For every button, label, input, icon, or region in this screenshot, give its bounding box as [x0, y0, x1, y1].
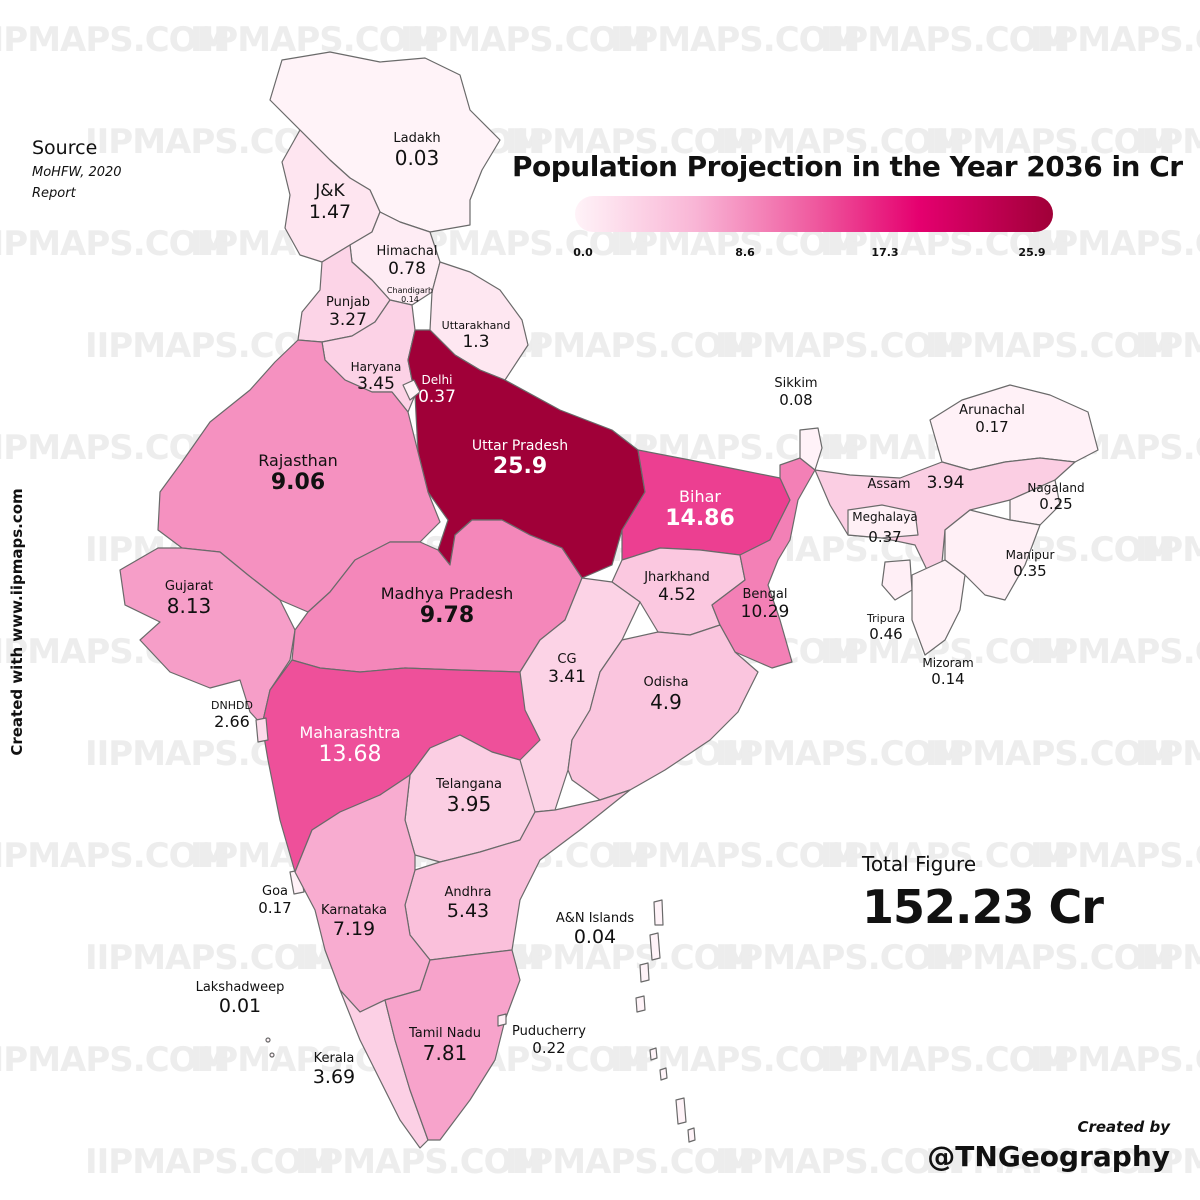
label-delhi: Delhi 0.37 [418, 373, 456, 407]
state-karnataka[interactable] [294, 774, 431, 1013]
label-haryana: Haryana 3.45 [350, 360, 402, 394]
map-title: Population Projection in the Year 2036 i… [512, 150, 1183, 183]
label-rajasthan: Rajasthan 9.06 [258, 451, 338, 496]
label-sikkim: Sikkim 0.08 [774, 376, 818, 409]
state-bengal[interactable] [711, 457, 816, 669]
label-puducherry: Puducherry 0.22 [512, 1024, 586, 1057]
source-line2: Report [32, 186, 76, 201]
label-manipur: Manipur 0.35 [1005, 548, 1055, 580]
label-an-islands: A&N Islands 0.04 [555, 911, 635, 948]
state-mizoram[interactable] [911, 559, 966, 656]
label-lakshadweep: Lakshadweep 0.01 [195, 980, 285, 1017]
label-telangana: Telangana 3.95 [436, 777, 502, 816]
label-uttarakhand: Uttarakhand 1.3 [441, 319, 511, 352]
label-tamil-nadu: Tamil Nadu 7.81 [409, 1026, 481, 1065]
label-dnhdd: DNHDD 2.66 [211, 699, 253, 731]
legend-tick: 25.9 [1018, 246, 1046, 259]
label-madhya-pradesh: Madhya Pradesh 9.78 [380, 584, 514, 629]
label-cg: CG 3.41 [548, 652, 586, 687]
label-meghalaya: Meghalaya 0.37 [852, 510, 918, 546]
credit-handle[interactable]: @TNGeography [927, 1140, 1170, 1173]
label-kerala: Kerala 3.69 [312, 1051, 356, 1088]
label-bihar: Bihar 14.86 [665, 487, 735, 532]
label-bengal: Bengal 10.29 [740, 587, 790, 622]
label-karnataka: Karnataka 7.19 [321, 903, 387, 940]
legend-tick: 17.3 [871, 246, 899, 259]
state-sikkim[interactable] [799, 427, 823, 471]
label-gujarat: Gujarat 8.13 [164, 579, 214, 618]
label-goa: Goa 0.17 [258, 884, 292, 917]
label-jharkhand: Jharkhand 4.52 [644, 570, 710, 605]
label-andhra: Andhra 5.43 [444, 885, 492, 922]
state-delhi[interactable] [402, 379, 421, 401]
label-uttar-pradesh: Uttar Pradesh 25.9 [471, 438, 569, 480]
state-puducherry[interactable] [497, 1013, 507, 1027]
state-lakshadweep[interactable] [265, 1037, 275, 1058]
state-tripura[interactable] [881, 559, 913, 601]
source-line1: MoHFW, 2020 [32, 165, 122, 180]
state-dnhdd[interactable] [255, 717, 269, 743]
label-himachal: Himachal 0.78 [376, 244, 438, 279]
total-value: 152.23 Cr [862, 880, 1104, 934]
label-maharashtra: Maharashtra 13.68 [299, 723, 401, 768]
source-heading: Source [32, 137, 98, 159]
state-odisha[interactable] [567, 624, 759, 801]
legend-gradient-bar [575, 196, 1053, 232]
label-punjab: Punjab 3.27 [326, 295, 370, 330]
state-tamil-nadu[interactable] [384, 949, 521, 1141]
state-an-islands[interactable] [635, 899, 696, 1143]
label-jk: J&K 1.47 [308, 181, 352, 223]
label-odisha: Odisha 4.9 [643, 675, 689, 714]
label-nagaland: Nagaland 0.25 [1027, 481, 1085, 513]
credit-line1: Created by [1077, 1118, 1170, 1136]
label-chandigarh: Chandigarh 0.14 [386, 286, 434, 305]
label-tripura: Tripura 0.46 [867, 612, 905, 643]
state-nagaland[interactable] [1009, 479, 1061, 526]
vertical-credit: Created with www.iipmaps.com [8, 488, 26, 756]
total-block: Total Figure 152.23 Cr [862, 852, 1104, 934]
legend-tick: 0.0 [573, 246, 593, 259]
legend-tick: 8.6 [735, 246, 755, 259]
label-assam: Assam 3.94 [867, 473, 965, 493]
source-block: Source MoHFW, 2020 Report [32, 137, 122, 201]
label-mizoram: Mizoram 0.14 [922, 656, 974, 688]
total-label: Total Figure [862, 852, 977, 876]
state-manipur[interactable] [944, 509, 1041, 601]
label-arunachal: Arunachal 0.17 [959, 403, 1025, 436]
credit-block: Created by @TNGeography [927, 1118, 1170, 1173]
state-meghalaya[interactable] [847, 504, 919, 539]
label-ladakh: Ladakh 0.03 [393, 131, 441, 170]
